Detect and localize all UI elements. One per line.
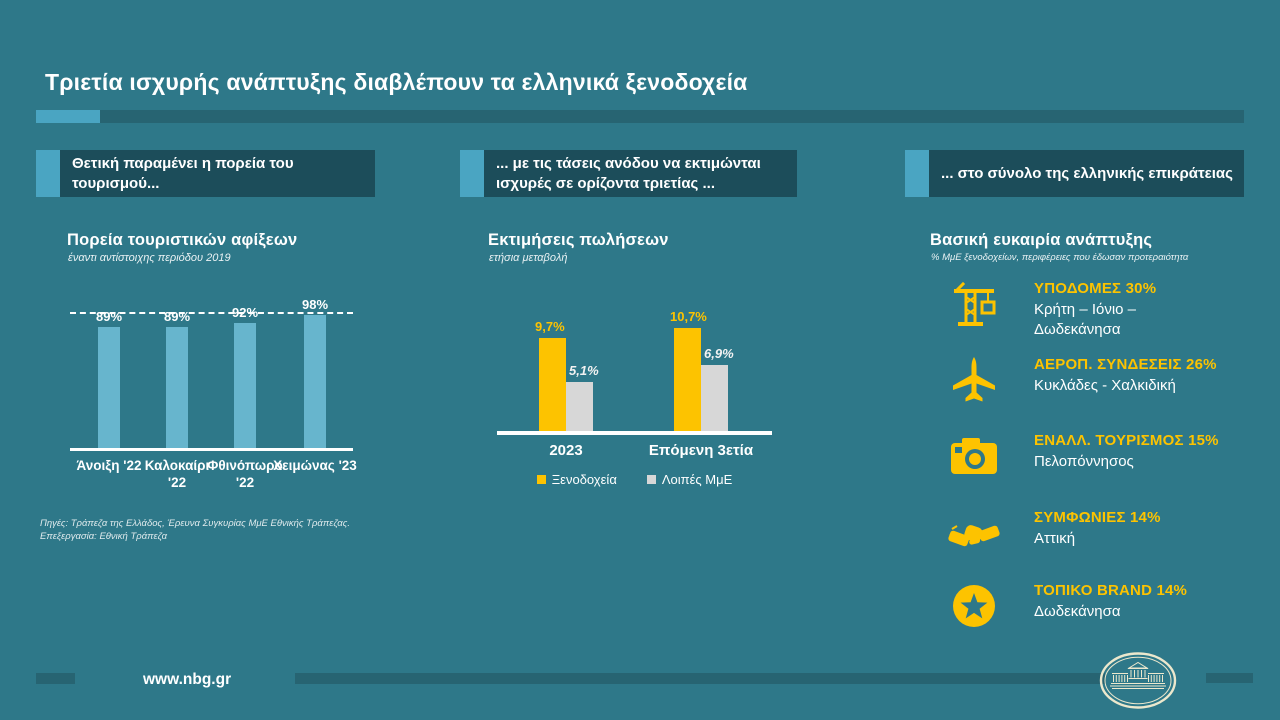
legend-label: Ξενοδοχεία	[551, 472, 617, 487]
arrivals-chart-plot: 89% Άνοιξη '22 89% Καλοκαίρι '22 92% Φθινόπωρ…	[68, 296, 357, 500]
bar-value-label: 6,9%	[704, 345, 734, 361]
legend-item-hotels: Ξενοδοχεία	[536, 472, 617, 487]
chart-bar	[234, 322, 256, 448]
airplane-icon	[953, 357, 995, 402]
section-header-tourism: Θετική παραμένει η πορεία του τουρισμού.…	[36, 150, 375, 197]
opportunity-regions: Κυκλάδες - Χαλκιδική	[1034, 377, 1176, 394]
header-accent-block	[460, 150, 484, 197]
bar-value-label: 5,1%	[569, 363, 599, 379]
sales-chart-plot: 2023 Επόμενη 3ετία Ξενοδοχεία Λοιπές ΜμΕ…	[497, 300, 772, 500]
x-axis-label-2023: 2023	[549, 442, 583, 459]
arrivals-chart-title: Πορεία τουριστικών αφίξεων	[67, 231, 298, 249]
bar-category-label: Φθινόπωρο '22	[207, 458, 283, 490]
header-accent-block	[905, 150, 929, 197]
star-badge-icon	[953, 585, 995, 627]
x-axis-line	[70, 448, 353, 451]
legend-item-other-smes: Λοιπές ΜμΕ	[646, 472, 733, 487]
opportunity-label: ΣΥΜΦΩΝΙΕΣ 14%	[1034, 509, 1161, 526]
opportunity-label: ΑΕΡΟΠ. ΣΥΝΔΕΣΕΙΣ 26%	[1034, 356, 1217, 373]
other-smes-swatch-icon	[646, 475, 656, 484]
bar-value-label: 10,7%	[670, 309, 707, 325]
title-divider-accent	[36, 110, 100, 123]
section-header-trends: ... με τις τάσεις ανόδου να εκτιμώνται ι…	[460, 150, 797, 197]
reference-line-100pct	[70, 312, 353, 314]
hotels-swatch-icon	[536, 475, 546, 484]
sales-chart-title: Εκτιμήσεις πωλήσεων	[488, 231, 669, 249]
footer-bar-right	[1206, 673, 1253, 683]
opportunity-item-alt-tourism: ΕΝΑΛΛ. ΤΟΥΡΙΣΜΟΣ 15% Πελοπόννησος	[948, 428, 1260, 484]
header-accent-block	[36, 150, 60, 197]
sources-line-2: Επεξεργασία: Εθνική Τράπεζα	[40, 531, 168, 542]
opportunity-label: ΥΠΟΔΟΜΕΣ 30%	[1034, 280, 1157, 297]
chart-bar	[166, 326, 188, 448]
opportunity-item-infrastructure: ΥΠΟΔΟΜΕΣ 30% Κρήτη – Ιόνιο – Δωδεκάνησα	[948, 276, 1260, 340]
handshake-icon	[948, 525, 1000, 547]
crane-icon	[953, 281, 996, 326]
nbg-logo	[1099, 652, 1177, 709]
x-axis-label-next3y: Επόμενη 3ετία	[648, 442, 754, 459]
x-axis-line	[497, 431, 772, 435]
website-url: www.nbg.gr	[143, 671, 232, 688]
chart-bar	[674, 328, 701, 431]
sources-note: Πηγές: Τράπεζα της Ελλάδος, Έρευνα Συγκυ…	[40, 517, 350, 543]
section-header-label: ... στο σύνολο της ελληνικής επικράτειας	[929, 150, 1244, 197]
bar-value-label: 92%	[231, 304, 259, 320]
page-title: Τριετία ισχυρής ανάπτυξης διαβλέπουν τα …	[45, 69, 748, 96]
chart-bar	[98, 326, 120, 448]
opportunity-regions: Κρήτη – Ιόνιο – Δωδεκάνησα	[1034, 301, 1137, 338]
bar-value-label: 98%	[301, 296, 329, 312]
sales-chart-legend: Ξενοδοχεία Λοιπές ΜμΕ	[497, 472, 772, 487]
chart-bar	[539, 337, 566, 431]
bar-value-label: 89%	[95, 308, 123, 324]
bar-value-label: 9,7%	[535, 318, 565, 334]
bar-value-label: 89%	[163, 308, 191, 324]
sources-line-1: Πηγές: Τράπεζα της Ελλάδος, Έρευνα Συγκυ…	[40, 518, 350, 529]
bar-category-label: Χειμώνας '23	[273, 458, 357, 473]
opportunity-item-local-brand: ΤΟΠΙΚΟ BRAND 14% Δωδεκάνησα	[948, 578, 1260, 634]
legend-label: Λοιπές ΜμΕ	[661, 472, 733, 487]
opportunities-subtitle: % ΜμΕ ξενοδοχείων, περιφέρειες που έδωσα…	[931, 252, 1189, 263]
opportunity-regions: Δωδεκάνησα	[1034, 603, 1121, 620]
footer-bar-main	[295, 673, 1105, 684]
section-header-territory: ... στο σύνολο της ελληνικής επικράτειας	[905, 150, 1244, 197]
section-header-label: ... με τις τάσεις ανόδου να εκτιμώνται ι…	[484, 150, 797, 197]
section-header-label: Θετική παραμένει η πορεία του τουρισμού.…	[60, 150, 375, 197]
opportunity-regions: Αττική	[1034, 530, 1076, 547]
opportunity-item-agreements: ΣΥΜΦΩΝΙΕΣ 14% Αττική	[948, 505, 1260, 561]
chart-bar	[701, 364, 728, 431]
sales-chart-subtitle: ετήσια μεταβολή	[489, 252, 568, 264]
arrivals-chart-subtitle: έναντι αντίστοιχης περιόδου 2019	[68, 252, 231, 264]
bar-category-label: Καλοκαίρι '22	[144, 458, 210, 490]
camera-icon	[951, 438, 997, 474]
opportunity-label: ΕΝΑΛΛ. ΤΟΥΡΙΣΜΟΣ 15%	[1034, 432, 1219, 449]
opportunities-title: Βασική ευκαιρία ανάπτυξης	[930, 231, 1153, 249]
bar-category-label: Άνοιξη '22	[76, 458, 142, 473]
chart-bar	[304, 314, 326, 448]
opportunity-item-air-connections: ΑΕΡΟΠ. ΣΥΝΔΕΣΕΙΣ 26% Κυκλάδες - Χαλκιδικ…	[948, 352, 1260, 408]
opportunity-label: ΤΟΠΙΚΟ BRAND 14%	[1034, 582, 1188, 599]
title-divider-bar	[100, 110, 1244, 123]
chart-bar	[566, 382, 593, 431]
footer-bar-left	[36, 673, 75, 684]
opportunity-regions: Πελοπόννησος	[1034, 453, 1134, 470]
